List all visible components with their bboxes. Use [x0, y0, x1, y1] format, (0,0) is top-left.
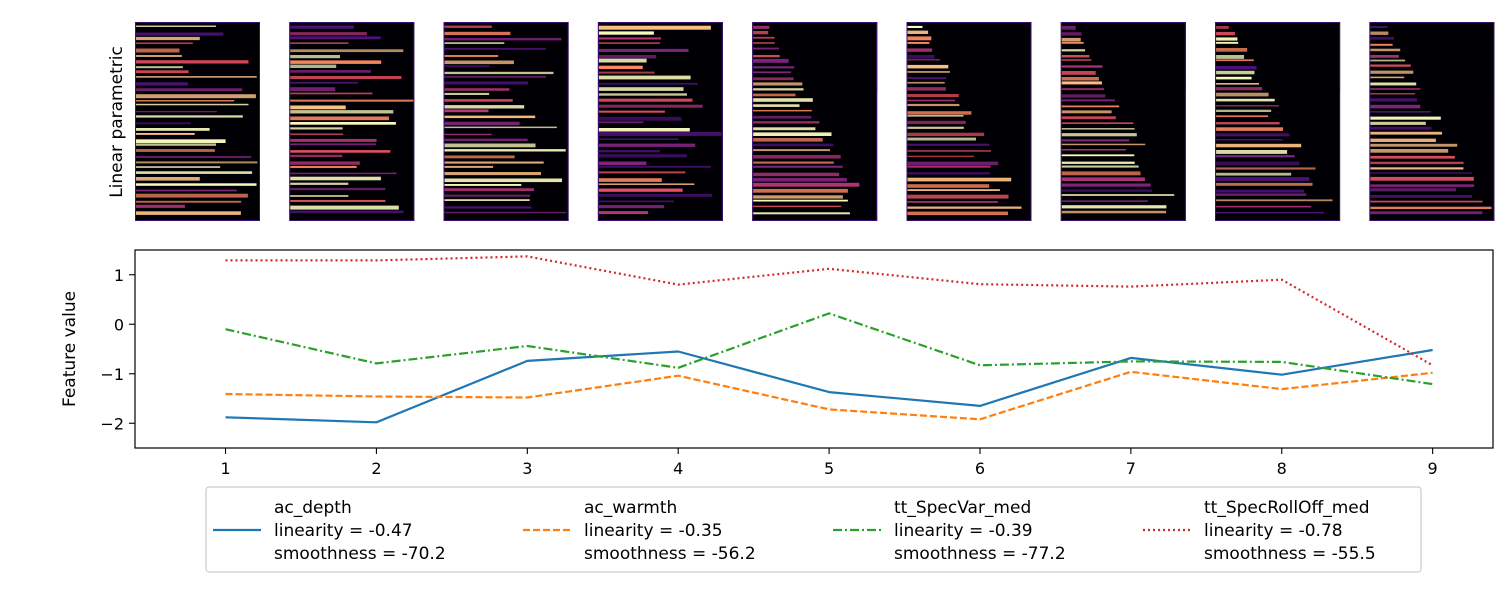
- legend-series-name: ac_depth: [274, 498, 352, 518]
- legend-smoothness: smoothness = -56.2: [584, 544, 756, 564]
- x-tick-label: 2: [371, 459, 381, 478]
- spectrogram-panel: [443, 22, 569, 221]
- legend-linearity: linearity = -0.35: [584, 521, 723, 541]
- legend-series-name: tt_SpecRollOff_med: [1204, 498, 1370, 518]
- legend-series-name: ac_warmth: [584, 498, 677, 518]
- series-line-ac-warmth: [225, 370, 1433, 421]
- spectrogram-panel: [1215, 22, 1341, 221]
- x-tick-label: 3: [522, 459, 532, 478]
- legend-linearity: linearity = -0.47: [274, 521, 413, 541]
- series-line-tt-specvar-med: [225, 312, 1433, 386]
- legend-entry: tt_SpecVar_med linearity = -0.39 smoothnes…: [833, 498, 1066, 564]
- series-line-tt-specrolloff-med: [225, 255, 1434, 367]
- chart-ylabel: Feature value: [60, 291, 80, 407]
- x-tick-label: 4: [673, 459, 683, 478]
- x-axis-ticks: 1 2 3 4 5 6 7 8 9: [220, 448, 1438, 478]
- y-tick-label: 1: [114, 266, 124, 285]
- legend-linearity: linearity = -0.39: [894, 521, 1033, 541]
- y-axis-ticks: 1 0 −1 −2: [100, 266, 135, 433]
- x-tick-label: 6: [975, 459, 985, 478]
- legend-smoothness: smoothness = -77.2: [894, 544, 1066, 564]
- x-tick-label: 8: [1277, 459, 1287, 478]
- legend-frame: [205, 486, 1422, 573]
- legend-entry: ac_warmth linearity = -0.35 smoothness = -…: [523, 498, 756, 564]
- spectrogram-panel: [906, 22, 1032, 221]
- spectrogram-panel: [1369, 22, 1495, 221]
- spectrogram-panel: [597, 22, 723, 221]
- spectrogram-panels: [135, 22, 1495, 221]
- y-tick-label: 0: [114, 315, 124, 334]
- x-tick-label: 1: [220, 459, 230, 478]
- legend-linearity: linearity = -0.78: [1204, 521, 1343, 541]
- spectrogram-panel: [135, 22, 260, 221]
- series-lines: [225, 255, 1434, 424]
- spectrogram-panel: [752, 22, 878, 221]
- legend-series-name: tt_SpecVar_med: [894, 498, 1031, 518]
- legend-entries: ac_depth linearity = -0.47 smoothness = -7…: [213, 498, 1376, 564]
- x-tick-label: 5: [824, 459, 834, 478]
- x-tick-label: 7: [1126, 459, 1136, 478]
- legend-entry: ac_depth linearity = -0.47 smoothness = -7…: [213, 498, 446, 564]
- spectrogram-panel: [289, 22, 415, 221]
- spectrogram-row: Linear parametric: [107, 22, 1495, 221]
- legend-smoothness: smoothness = -70.2: [274, 544, 446, 564]
- legend-smoothness: smoothness = -55.5: [1204, 544, 1376, 564]
- legend-entry: tt_SpecRollOff_med linearity = -0.78 smoot…: [1143, 498, 1376, 564]
- x-tick-label: 9: [1428, 459, 1438, 478]
- legend: ac_depth linearity = -0.47 smoothness = -7…: [205, 486, 1422, 573]
- y-tick-label: −2: [100, 414, 124, 433]
- plot-frame: [134, 249, 1494, 449]
- spectrogram-panel: [1060, 22, 1186, 221]
- y-tick-label: −1: [100, 365, 124, 384]
- spectrogram-ylabel: Linear parametric: [107, 46, 127, 198]
